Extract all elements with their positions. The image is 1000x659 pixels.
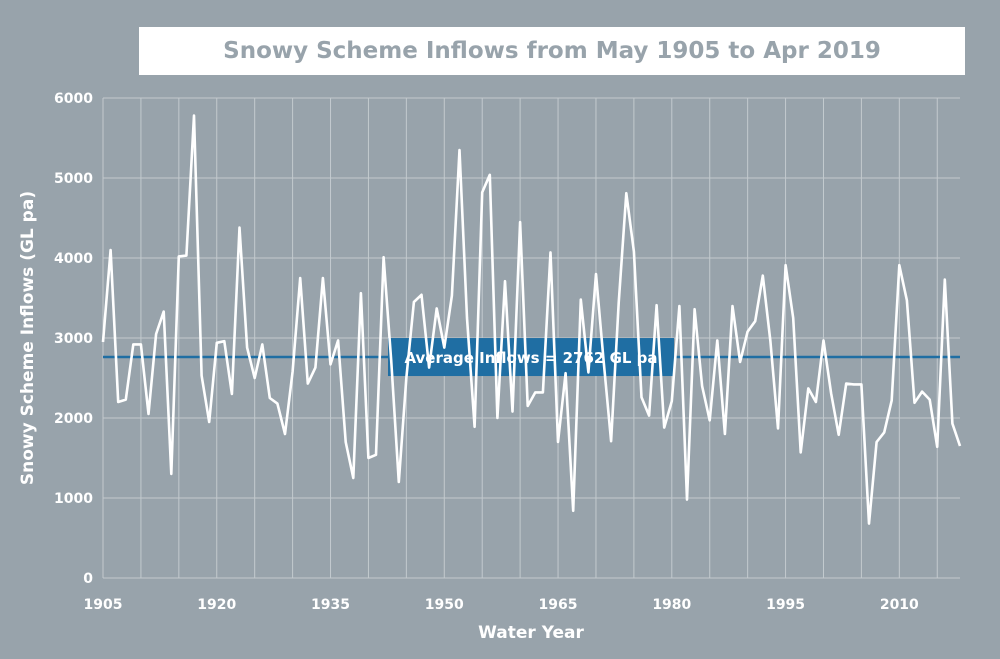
x-tick-label: 1980 [652,597,691,613]
y-tick-labels: 0 1000 2000 3000 4000 5000 6000 [54,91,93,587]
x-tick-label: 1965 [539,597,578,613]
x-tick-label: 1995 [766,597,805,613]
y-tick-label: 1000 [54,491,93,507]
x-tick-label: 1905 [84,597,123,613]
y-tick-label: 0 [83,571,93,587]
y-tick-label: 5000 [54,171,93,187]
series-line [101,114,962,525]
x-axis-label: Water Year [478,623,584,643]
x-tick-label: 2010 [880,597,919,613]
series-group [101,114,962,525]
y-tick-label: 2000 [54,411,93,427]
y-axis-label: Snowy Scheme Inflows (GL pa) [18,191,38,485]
y-tick-label: 6000 [54,91,93,107]
x-tick-labels: 1905 1920 1935 1950 1965 1980 1995 2010 [84,597,920,613]
chart-title: Snowy Scheme Inflows from May 1905 to Ap… [223,38,881,64]
y-tick-label: 4000 [54,251,93,267]
x-tick-label: 1935 [311,597,350,613]
x-tick-label: 1950 [425,597,464,613]
average-label: Average Inflows = 2762 GL pa [404,349,657,367]
average-label-box [388,338,674,377]
grid-lines [102,97,960,579]
x-tick-label: 1920 [197,597,236,613]
chart-title-box: Snowy Scheme Inflows from May 1905 to Ap… [139,27,965,75]
y-tick-label: 3000 [54,331,93,347]
average-line-group: Average Inflows = 2762 GL pa [103,338,960,377]
